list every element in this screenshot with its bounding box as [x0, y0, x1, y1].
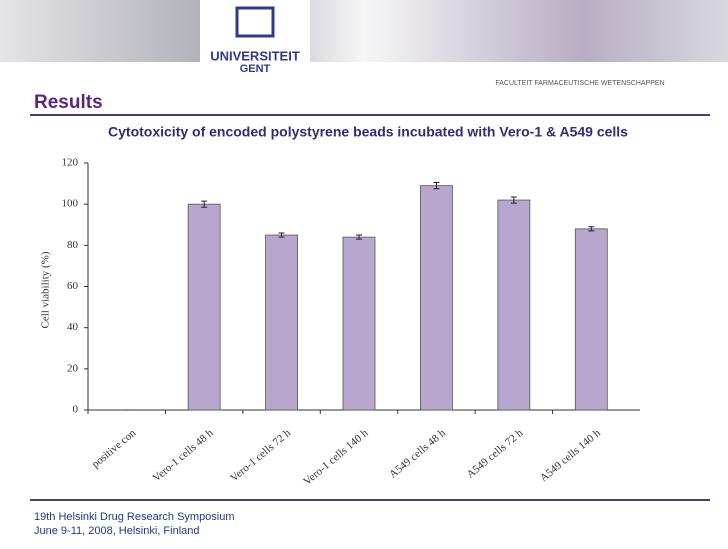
- chart-title: Cytotoxicity of encoded polystyrene bead…: [108, 124, 628, 140]
- bar: [498, 200, 530, 410]
- bar: [343, 237, 375, 410]
- university: UNIVERSITEIT: [210, 48, 300, 63]
- faculty: FACULTEIT FARMACEUTISCHE WETENSCHAPPEN: [495, 80, 664, 87]
- section-title: Results: [34, 92, 103, 113]
- x-tick-label: Vero-1 cells 72 h: [228, 427, 293, 485]
- bar: [266, 235, 298, 410]
- y-axis-label: Cell viability (%): [40, 251, 52, 328]
- x-tick-label: Vero-1 cells 140 h: [301, 427, 371, 488]
- y-tick-label: 20: [67, 362, 79, 374]
- banner: [0, 0, 728, 62]
- y-tick-label: 100: [62, 198, 79, 210]
- x-tick-label: A549 cells 140 h: [538, 427, 603, 485]
- bar: [575, 229, 607, 410]
- x-tick-label: A549 cells 72 h: [465, 427, 526, 481]
- city: GENT: [240, 63, 271, 75]
- slide: UNIVERSITEIT GENT FACULTEIT FARMACEUTISC…: [0, 0, 728, 544]
- x-tick-label: positive con: [90, 427, 139, 471]
- y-tick-label: 40: [67, 321, 79, 333]
- footer-line: June 9-11, 2008, Helsinki, Finland: [34, 525, 200, 537]
- bar: [188, 204, 220, 410]
- bar: [420, 186, 452, 410]
- y-tick-label: 80: [67, 239, 79, 251]
- y-tick-label: 120: [62, 157, 79, 169]
- x-tick-label: A549 cells 48 h: [387, 427, 448, 481]
- footer-line: 19th Helsinki Drug Research Symposium: [34, 511, 235, 523]
- y-tick-label: 0: [73, 404, 79, 416]
- y-tick-label: 60: [67, 280, 79, 292]
- x-tick-label: Vero-1 cells 48 h: [151, 427, 216, 485]
